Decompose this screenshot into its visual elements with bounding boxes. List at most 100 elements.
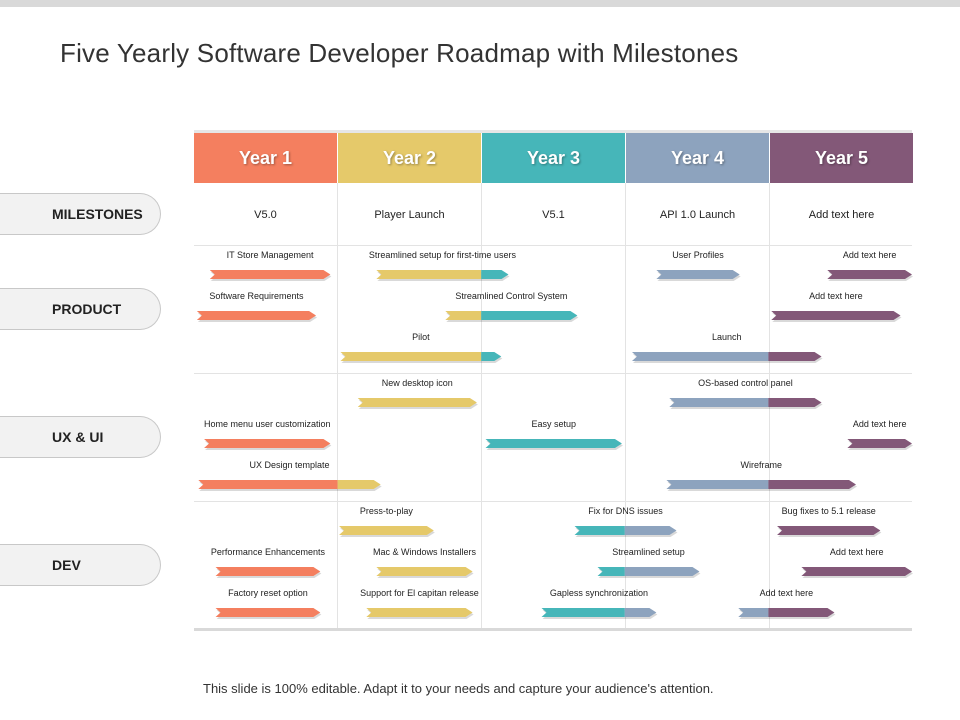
task-label: Factory reset option	[228, 588, 308, 598]
task-bar	[198, 480, 382, 491]
task-bar	[574, 526, 678, 537]
bar-segment	[339, 526, 434, 535]
task-label: Bug fixes to 5.1 release	[781, 506, 876, 516]
task-bar	[340, 352, 503, 363]
bar-segment	[666, 480, 769, 489]
bar-segment	[541, 608, 625, 617]
bar-segment	[827, 270, 912, 279]
task-label: Press-to-play	[359, 506, 413, 516]
task-bar	[738, 608, 836, 619]
task-bar	[445, 311, 579, 322]
bar-segment	[669, 398, 769, 407]
bar-segment	[771, 311, 901, 320]
task-label: Easy setup	[531, 419, 576, 429]
task-label: Wireframe	[740, 460, 782, 470]
task-label: Streamlined setup	[612, 547, 685, 557]
task-label: Fix for DNS issues	[588, 506, 663, 516]
bar-segment	[357, 398, 477, 407]
header-top-line	[194, 130, 912, 133]
milestone-year-2: Player Launch	[374, 209, 445, 221]
task-bar	[656, 270, 741, 281]
divider	[194, 373, 912, 374]
task-bar	[215, 567, 322, 578]
task-label: IT Store Management	[226, 250, 314, 260]
bar-segment	[366, 608, 473, 617]
task-label: Streamlined Control System	[455, 291, 568, 301]
divider	[625, 183, 626, 629]
year-4-header: Year 4	[626, 133, 769, 183]
milestone-year-4: API 1.0 Launch	[659, 209, 736, 221]
bar-segment	[198, 480, 338, 489]
bar-segment	[801, 567, 912, 576]
milestones-label: MILESTONES	[0, 193, 161, 235]
task-bar	[209, 270, 332, 281]
task-label: Launch	[711, 332, 742, 342]
bar-segment	[847, 439, 912, 448]
task-label: Add text here	[842, 250, 897, 260]
milestone-year-3: V5.1	[542, 209, 565, 221]
task-label: New desktop icon	[381, 378, 453, 388]
bar-segment	[574, 526, 625, 535]
bar-segment	[768, 480, 856, 489]
bar-segment	[215, 567, 321, 576]
task-label: Performance Enhancements	[210, 547, 325, 557]
task-label: Add text here	[829, 547, 884, 557]
bar-segment	[631, 352, 769, 361]
divider	[337, 183, 338, 629]
year-1-header: Year 1	[194, 133, 337, 183]
task-bar	[847, 439, 913, 450]
task-bar	[597, 567, 701, 578]
task-bar	[215, 608, 322, 619]
task-label: Streamlined setup for first-time users	[368, 250, 516, 260]
milestone-year-5: Add text here	[808, 209, 875, 221]
bar-segment	[481, 311, 578, 320]
task-bar	[339, 526, 435, 537]
year-5-header: Year 5	[770, 133, 913, 183]
task-bar	[204, 439, 332, 450]
bar-segment	[624, 608, 657, 617]
product-label: PRODUCT	[0, 288, 161, 330]
task-bar	[631, 352, 823, 363]
bar-segment	[204, 439, 331, 448]
task-bar	[485, 439, 623, 450]
bottom-line	[194, 628, 912, 631]
bar-segment	[209, 270, 331, 279]
page-title: Five Yearly Software Developer Roadmap w…	[60, 38, 739, 68]
bar-segment	[624, 526, 677, 535]
task-label: UX Design template	[249, 460, 330, 470]
task-label: Add text here	[852, 419, 907, 429]
bar-segment	[337, 480, 381, 489]
bar-segment	[481, 270, 509, 279]
bar-segment	[481, 352, 502, 361]
task-bar	[827, 270, 913, 281]
task-label: User Profiles	[672, 250, 724, 260]
task-bar	[666, 480, 857, 491]
top-bar	[0, 0, 960, 7]
task-label: Gapless synchronization	[549, 588, 648, 598]
bar-segment	[768, 352, 822, 361]
divider	[194, 245, 912, 246]
milestone-year-1: V5.0	[254, 209, 277, 221]
ux-ui-label: UX & UI	[0, 416, 161, 458]
task-bar	[376, 270, 510, 281]
divider	[481, 183, 482, 629]
task-label: Support for El capitan release	[360, 588, 479, 598]
task-bar	[801, 567, 913, 578]
bar-segment	[768, 608, 835, 617]
bar-segment	[624, 567, 700, 576]
task-bar	[196, 311, 318, 322]
task-bar	[376, 567, 474, 578]
bar-segment	[376, 567, 473, 576]
bar-segment	[597, 567, 625, 576]
task-label: OS-based control panel	[698, 378, 793, 388]
dev-label: DEV	[0, 544, 161, 586]
bar-segment	[376, 270, 482, 279]
bar-segment	[445, 311, 482, 320]
task-bar	[771, 311, 902, 322]
task-bar	[777, 526, 882, 537]
task-bar	[541, 608, 658, 619]
bar-segment	[485, 439, 622, 448]
divider	[194, 501, 912, 502]
